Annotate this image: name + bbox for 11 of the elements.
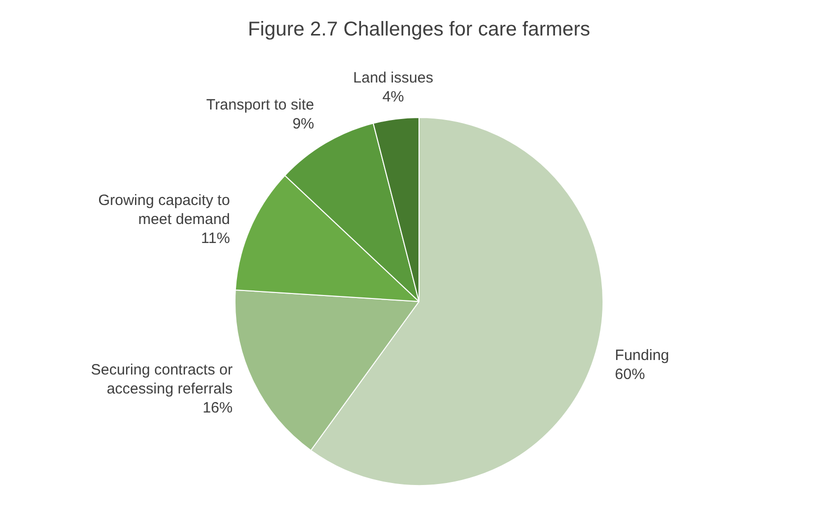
slice-label: Securing contracts or accessing referrals [90, 361, 233, 398]
data-label: 4% [382, 88, 404, 106]
slice-label: Transport to site [206, 96, 314, 114]
data-label: 60% [614, 366, 645, 383]
data-label: 9% [292, 115, 314, 132]
slice-label: Funding [614, 346, 670, 364]
data-label: 16% [202, 399, 233, 416]
data-label: 11% [201, 230, 230, 247]
slice-label: Growing capacity to meet demand [98, 192, 230, 228]
slice-label: Land issues [353, 69, 434, 86]
chart-title: Figure 2.7 Challenges for care farmers [248, 18, 590, 41]
